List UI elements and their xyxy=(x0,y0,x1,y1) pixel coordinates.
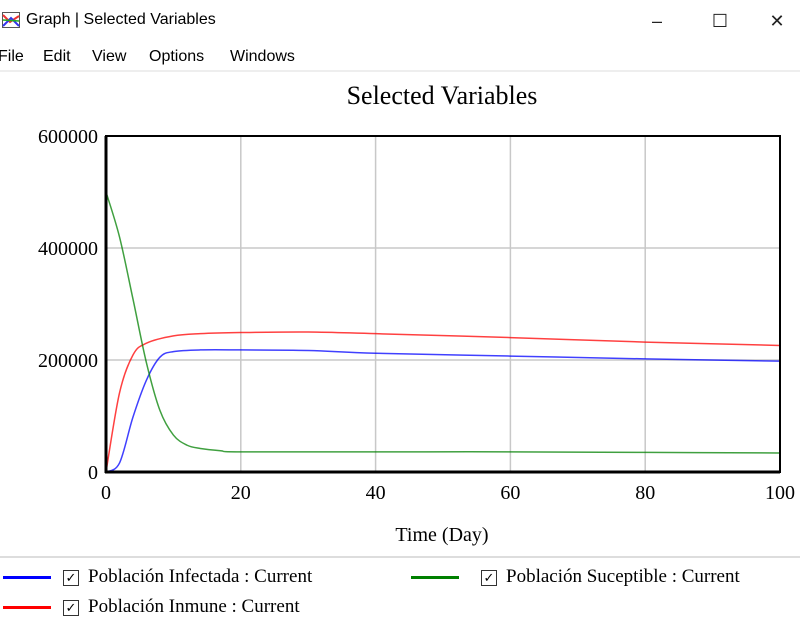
series-line-2 xyxy=(105,191,781,454)
legend-label-inmune: Población Inmune : Current xyxy=(88,596,300,617)
legend-swatch-suceptible xyxy=(411,576,459,579)
menu-separator xyxy=(0,70,800,72)
y-tick-label: 200000 xyxy=(38,350,98,372)
legend-label-infectada: Población Infectada : Current xyxy=(88,566,313,587)
legend-swatch-infectada xyxy=(3,576,51,579)
graph-app-icon xyxy=(2,12,20,28)
x-tick-label: 100 xyxy=(765,482,795,504)
x-axis-label: Time (Day) xyxy=(395,524,488,546)
chart: Selected Variables 0 20 40 60 80 100 0 200000 400… xyxy=(38,81,795,546)
checkbox-inmune[interactable]: ✓ xyxy=(63,600,79,616)
menu-bar: File Edit View Options Windows xyxy=(0,44,800,70)
minimize-button[interactable]: – xyxy=(651,11,662,31)
checkbox-infectada[interactable]: ✓ xyxy=(63,570,79,586)
legend-swatch-inmune xyxy=(3,606,51,609)
x-tick-label: 20 xyxy=(231,482,251,504)
y-tick-label: 0 xyxy=(88,462,98,484)
menu-options[interactable]: Options xyxy=(149,48,205,65)
menu-windows[interactable]: Windows xyxy=(230,48,295,65)
title-bar: Graph | Selected Variables – ☐ ✕ xyxy=(0,0,800,40)
x-tick-label: 60 xyxy=(500,482,520,504)
series-line-1 xyxy=(105,331,781,473)
close-button[interactable]: ✕ xyxy=(769,11,785,31)
plot-frame xyxy=(105,135,781,473)
menu-edit[interactable]: Edit xyxy=(43,48,71,65)
y-tick-label: 600000 xyxy=(38,126,98,148)
legend-separator xyxy=(0,556,800,558)
menu-view[interactable]: View xyxy=(92,48,127,65)
x-tick-label: 80 xyxy=(635,482,655,504)
maximize-button[interactable]: ☐ xyxy=(711,11,729,31)
window-title: Graph | Selected Variables xyxy=(26,11,216,28)
checkbox-suceptible[interactable]: ✓ xyxy=(481,570,497,586)
x-tick-label: 40 xyxy=(366,482,386,504)
menu-file[interactable]: File xyxy=(0,48,24,65)
chart-title: Selected Variables xyxy=(347,81,538,110)
series-line-0 xyxy=(105,349,781,473)
y-tick-label: 400000 xyxy=(38,238,98,260)
x-tick-label: 0 xyxy=(101,482,111,504)
legend-label-suceptible: Población Suceptible : Current xyxy=(506,566,740,587)
